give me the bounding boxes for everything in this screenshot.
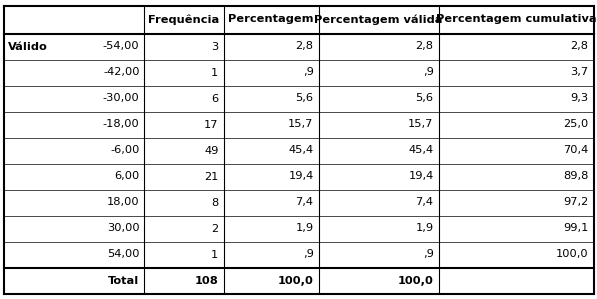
Text: 100,0: 100,0 — [398, 275, 433, 286]
Text: 3,7: 3,7 — [570, 68, 589, 77]
Text: 18,00: 18,00 — [107, 198, 140, 208]
Text: ,9: ,9 — [303, 249, 313, 260]
Text: -30,00: -30,00 — [103, 94, 140, 103]
Text: Total: Total — [108, 275, 140, 286]
Text: 19,4: 19,4 — [408, 172, 433, 181]
Text: 54,00: 54,00 — [107, 249, 140, 260]
Text: 5,6: 5,6 — [296, 94, 313, 103]
Text: 9,3: 9,3 — [570, 94, 589, 103]
Text: 15,7: 15,7 — [408, 120, 433, 129]
Text: 1: 1 — [211, 68, 219, 77]
Text: 3: 3 — [211, 42, 219, 51]
Text: 45,4: 45,4 — [288, 146, 313, 155]
Text: 6: 6 — [211, 94, 219, 103]
Text: 49: 49 — [204, 146, 219, 155]
Text: Percentagem válida: Percentagem válida — [314, 14, 443, 25]
Text: 70,4: 70,4 — [563, 146, 589, 155]
Text: 108: 108 — [195, 275, 219, 286]
Text: 2,8: 2,8 — [296, 42, 313, 51]
Text: 30,00: 30,00 — [107, 223, 140, 234]
Text: 2: 2 — [211, 223, 219, 234]
Text: Frequência: Frequência — [148, 14, 219, 25]
Text: 25,0: 25,0 — [563, 120, 589, 129]
Text: 97,2: 97,2 — [563, 198, 589, 208]
Text: ,9: ,9 — [423, 249, 433, 260]
Text: Válido: Válido — [8, 42, 47, 51]
Text: -6,00: -6,00 — [110, 146, 140, 155]
Text: 2,8: 2,8 — [571, 42, 589, 51]
Text: 99,1: 99,1 — [563, 223, 589, 234]
Text: ,9: ,9 — [303, 68, 313, 77]
Text: 1: 1 — [211, 249, 219, 260]
Text: 1,9: 1,9 — [416, 223, 433, 234]
Text: -18,00: -18,00 — [103, 120, 140, 129]
Text: 6,00: 6,00 — [114, 172, 140, 181]
Text: 100,0: 100,0 — [556, 249, 589, 260]
Text: 7,4: 7,4 — [296, 198, 313, 208]
Text: 15,7: 15,7 — [288, 120, 313, 129]
Text: 7,4: 7,4 — [416, 198, 433, 208]
Text: -54,00: -54,00 — [103, 42, 140, 51]
Text: -42,00: -42,00 — [103, 68, 140, 77]
Text: 2,8: 2,8 — [416, 42, 433, 51]
Text: Percentagem cumulativa: Percentagem cumulativa — [436, 14, 596, 25]
Text: 100,0: 100,0 — [278, 275, 313, 286]
Text: 8: 8 — [211, 198, 219, 208]
Text: 89,8: 89,8 — [563, 172, 589, 181]
Text: 1,9: 1,9 — [296, 223, 313, 234]
Text: 21: 21 — [204, 172, 219, 181]
Text: 19,4: 19,4 — [288, 172, 313, 181]
Text: ,9: ,9 — [423, 68, 433, 77]
Text: Percentagem: Percentagem — [228, 14, 314, 25]
Text: 45,4: 45,4 — [408, 146, 433, 155]
Text: 5,6: 5,6 — [416, 94, 433, 103]
Text: 17: 17 — [204, 120, 219, 129]
